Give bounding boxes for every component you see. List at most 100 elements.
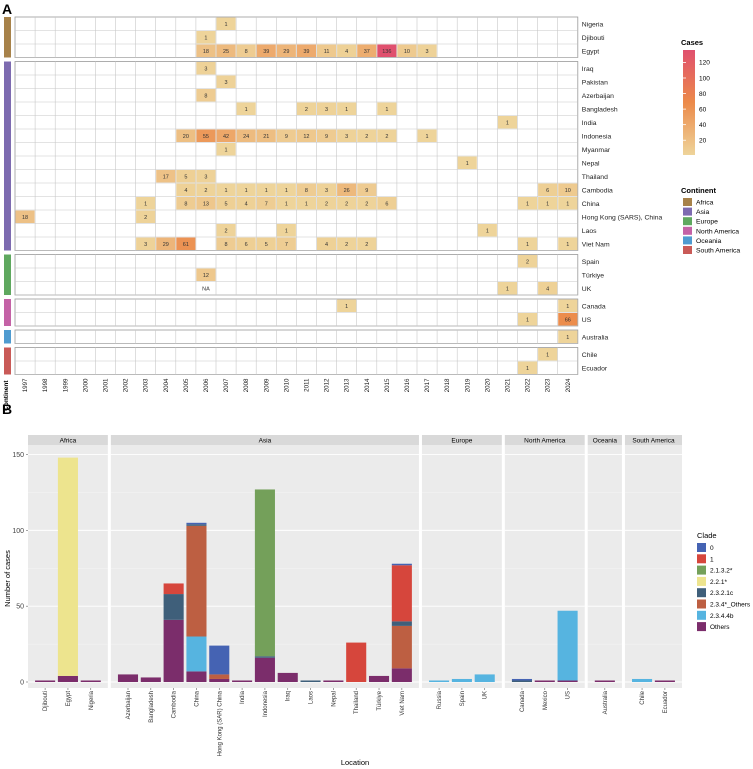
heatmap-cell [337,44,357,57]
continent-legend-label: Europe [696,219,718,226]
clade-legend-label: 2.2.1* [710,579,727,586]
bar-segment-viet-nam-others [391,668,412,682]
heatmap-cell [337,299,357,312]
heatmap-cell-label: 6 [546,188,549,194]
heatmap-cell-label: 11 [324,49,330,55]
continent-legend-label: North America [696,228,739,235]
bar-segment-canada-2-3-2-1c [511,680,532,682]
country-label: Viet Nam [582,241,610,248]
heatmap-cell [337,129,357,142]
heatmap-cell [196,183,216,196]
bar-segment-indonesia-2-1-3-2 [254,489,275,657]
x-tick-label: Viet Nam [400,691,406,716]
heatmap-cell [136,210,156,223]
heatmap-cell-label: 42 [223,134,229,140]
facet-strip-asia [110,435,419,445]
heatmap-cell-label: 2 [345,242,348,248]
heatmap-cell-label: 1 [225,148,228,154]
heatmap-cell [357,129,377,142]
heatmap-cell-label: 136 [382,49,391,55]
heatmap-cell-label: 29 [283,49,289,55]
year-tick-label: 2014 [364,378,371,392]
heatmap-cell-label: 8 [305,188,308,194]
country-label: Azerbaijan [582,93,614,100]
heatmap-cell-label: 3 [345,134,348,140]
heatmap-cell-label: 7 [285,242,288,248]
heatmap-cell [296,129,316,142]
bar-segment-china-2-3-4-others [186,525,207,637]
heatmap-cell [518,313,538,326]
heatmap-cell [518,361,538,374]
heatmap-cell-label: 1 [506,287,509,293]
heatmap-cell-label: 6 [245,242,248,248]
heatmap-cell-label: 1 [566,335,569,341]
facet-strip-label: Asia [259,437,272,444]
bar-segment-hong-kong-sar-china-2-3-4-others [209,674,230,679]
heatmap-cell [196,89,216,102]
heatmap-cell [216,237,236,250]
x-tick-label: India [240,690,246,704]
continent-strip-europe [4,254,11,295]
heatmap-cell-label: 20 [183,134,189,140]
heatmap-cell-label: 1 [144,202,147,208]
heatmap-cell-label: 8 [245,49,248,55]
heatmap-cell-label: 29 [163,242,169,248]
continent-axis-label: Continent [3,380,10,411]
bar-segment-china-2-3-2-1c [186,524,207,526]
heatmap-cell-label: 17 [163,175,169,181]
heatmap-cell [518,255,538,268]
country-label: China [582,201,600,208]
heatmap-cell-label: 1 [285,202,288,208]
heatmap-cell [296,183,316,196]
x-tick-label: Thailand [354,691,360,714]
y-tick-label: 50 [16,604,24,611]
heatmap-cell [216,143,236,156]
heatmap-cell [216,44,236,57]
heatmap-cell-label: 1 [426,134,429,140]
bar-segment-china-others [186,671,207,682]
bar-segment-uk-2-3-4-4b [474,674,495,682]
country-label: Indonesia [582,133,612,140]
country-label: Nepal [582,160,600,167]
heatmap-cell [276,237,296,250]
heatmap-cell [558,313,578,326]
country-label: India [582,120,597,127]
stacked-bar-panel: 0 50 100 150 Number of cases Africa Djibouti Eg… [3,435,751,767]
bar-segment-nepal-others [323,680,344,682]
bar-segment-russia-2-3-4-4b [429,680,450,682]
country-label: Cambodia [582,187,613,194]
heatmap-cell [276,183,296,196]
heatmap-cell-label: 1 [466,161,469,167]
colorbar-tick-label: 80 [699,91,707,98]
x-tick-label: Djibouti [43,691,49,711]
year-tick-label: 2024 [565,378,572,392]
country-label: Chile [582,352,598,359]
heatmap-cell [558,330,578,343]
year-tick-label: 1998 [42,378,49,392]
heatmap-cell [397,44,417,57]
heatmap-cell-label: 18 [22,215,28,221]
continent-legend-swatch [683,217,692,226]
heatmap-cell [317,129,337,142]
heatmap-cell-label: 39 [263,49,269,55]
y-tick-label: 0 [20,680,24,687]
year-tick-label: 2000 [82,378,89,392]
panel-b-label: B [2,401,12,417]
y-tick-label: 150 [12,452,24,459]
heatmap-cell [558,299,578,312]
bar-segment-mexico-others [534,680,555,682]
bar-segment-hong-kong-sar-china-others [209,678,230,682]
x-tick-label: Mexico [543,690,549,710]
year-tick-label: 2008 [243,378,250,392]
heatmap-cell-label: 37 [364,49,370,55]
country-label: Pakistan [582,79,608,86]
x-tick-label: Laos [309,691,315,704]
heatmap-cell [357,183,377,196]
heatmap-cell-label: 5 [225,202,228,208]
year-tick-label: 2016 [404,378,411,392]
year-tick-label: 2009 [263,378,270,392]
heatmap-cell-label: 1 [245,107,248,113]
heatmap-cell-label: 2 [365,202,368,208]
heatmap-cell-label: 1 [265,188,268,194]
heatmap-cell-label: 2 [204,188,207,194]
